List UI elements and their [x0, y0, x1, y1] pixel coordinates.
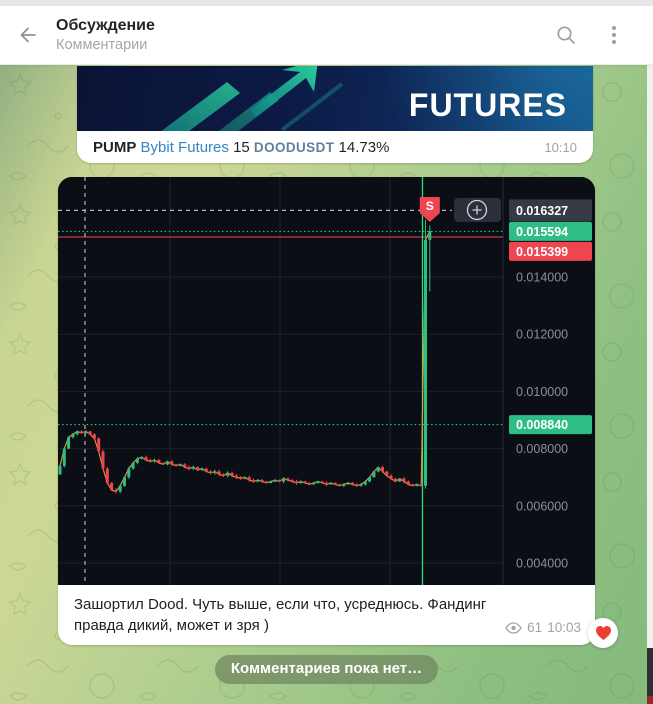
chart-image[interactable]: S 0.014000 0.012000 0.010000 0.008000 0.00600… [58, 177, 595, 585]
window-top-strip [0, 0, 653, 6]
red-heart-icon [595, 626, 611, 640]
signal-message[interactable]: FUTURES PUMP Bybit Futures 15 DOODUSDT 1… [77, 66, 593, 163]
message-time: 10:10 [544, 139, 577, 155]
page-title: Обсуждение [56, 16, 155, 34]
header-info[interactable]: Обсуждение Комментарии [56, 17, 549, 54]
kebab-menu-icon [612, 26, 616, 44]
svg-text:0.014000: 0.014000 [516, 271, 568, 285]
svg-text:0.006000: 0.006000 [516, 499, 568, 513]
message-time: 10:03 [547, 620, 581, 635]
scrollbar-bottom-marker [647, 696, 653, 704]
no-comments-pill: Комментариев пока нет… [214, 655, 439, 684]
back-button[interactable] [0, 23, 56, 47]
back-arrow-icon [20, 27, 36, 43]
svg-text:0.012000: 0.012000 [516, 328, 568, 342]
price-chart[interactable]: S 0.014000 0.012000 0.010000 0.008000 0.00600… [58, 177, 595, 585]
scrollbar-track[interactable] [647, 64, 653, 704]
svg-text:0.015399: 0.015399 [516, 245, 568, 259]
signal-banner-image[interactable]: FUTURES [77, 66, 593, 131]
menu-button[interactable] [597, 18, 631, 52]
heart-reaction-badge[interactable] [588, 618, 618, 648]
page-subtitle: Комментарии [56, 36, 148, 53]
views-count: 61 [527, 620, 543, 635]
svg-text:0.004000: 0.004000 [516, 557, 568, 571]
svg-text:0.008000: 0.008000 [516, 442, 568, 456]
banner-title: FUTURES [408, 87, 567, 123]
banner-arrow-graphic [161, 66, 344, 131]
caption-line-2: правда дикий, может и зря ) [74, 617, 269, 634]
svg-text:0.016327: 0.016327 [516, 204, 568, 218]
svg-text:S: S [426, 199, 434, 213]
signal-change: 14.73% [338, 138, 390, 156]
svg-text:0.015594: 0.015594 [516, 225, 568, 239]
svg-text:0.010000: 0.010000 [516, 385, 568, 399]
search-button[interactable] [549, 18, 583, 52]
message-caption: Зашортил Dood. Чуть выше, если что, усре… [58, 585, 595, 645]
message-meta: 61 10:03 [505, 617, 581, 638]
scrollbar-thumb[interactable] [647, 648, 653, 696]
exchange-link[interactable]: Bybit Futures [140, 138, 229, 156]
views-eye-icon [505, 621, 522, 634]
caption-line-1: Зашортил Dood. Чуть выше, если что, усре… [74, 596, 487, 613]
discussion-header: Обсуждение Комментарии [0, 6, 653, 65]
search-icon [557, 26, 575, 44]
svg-text:0.008840: 0.008840 [516, 418, 568, 432]
signal-pair[interactable]: DOODUSDT [253, 139, 335, 155]
chart-message[interactable]: S 0.014000 0.012000 0.010000 0.008000 0.00600… [58, 177, 618, 648]
signal-timeframe: 15 [233, 138, 250, 156]
signal-label: PUMP [93, 138, 137, 156]
banner-glow [273, 66, 593, 131]
chat-area: FUTURES PUMP Bybit Futures 15 DOODUSDT 1… [0, 64, 653, 704]
